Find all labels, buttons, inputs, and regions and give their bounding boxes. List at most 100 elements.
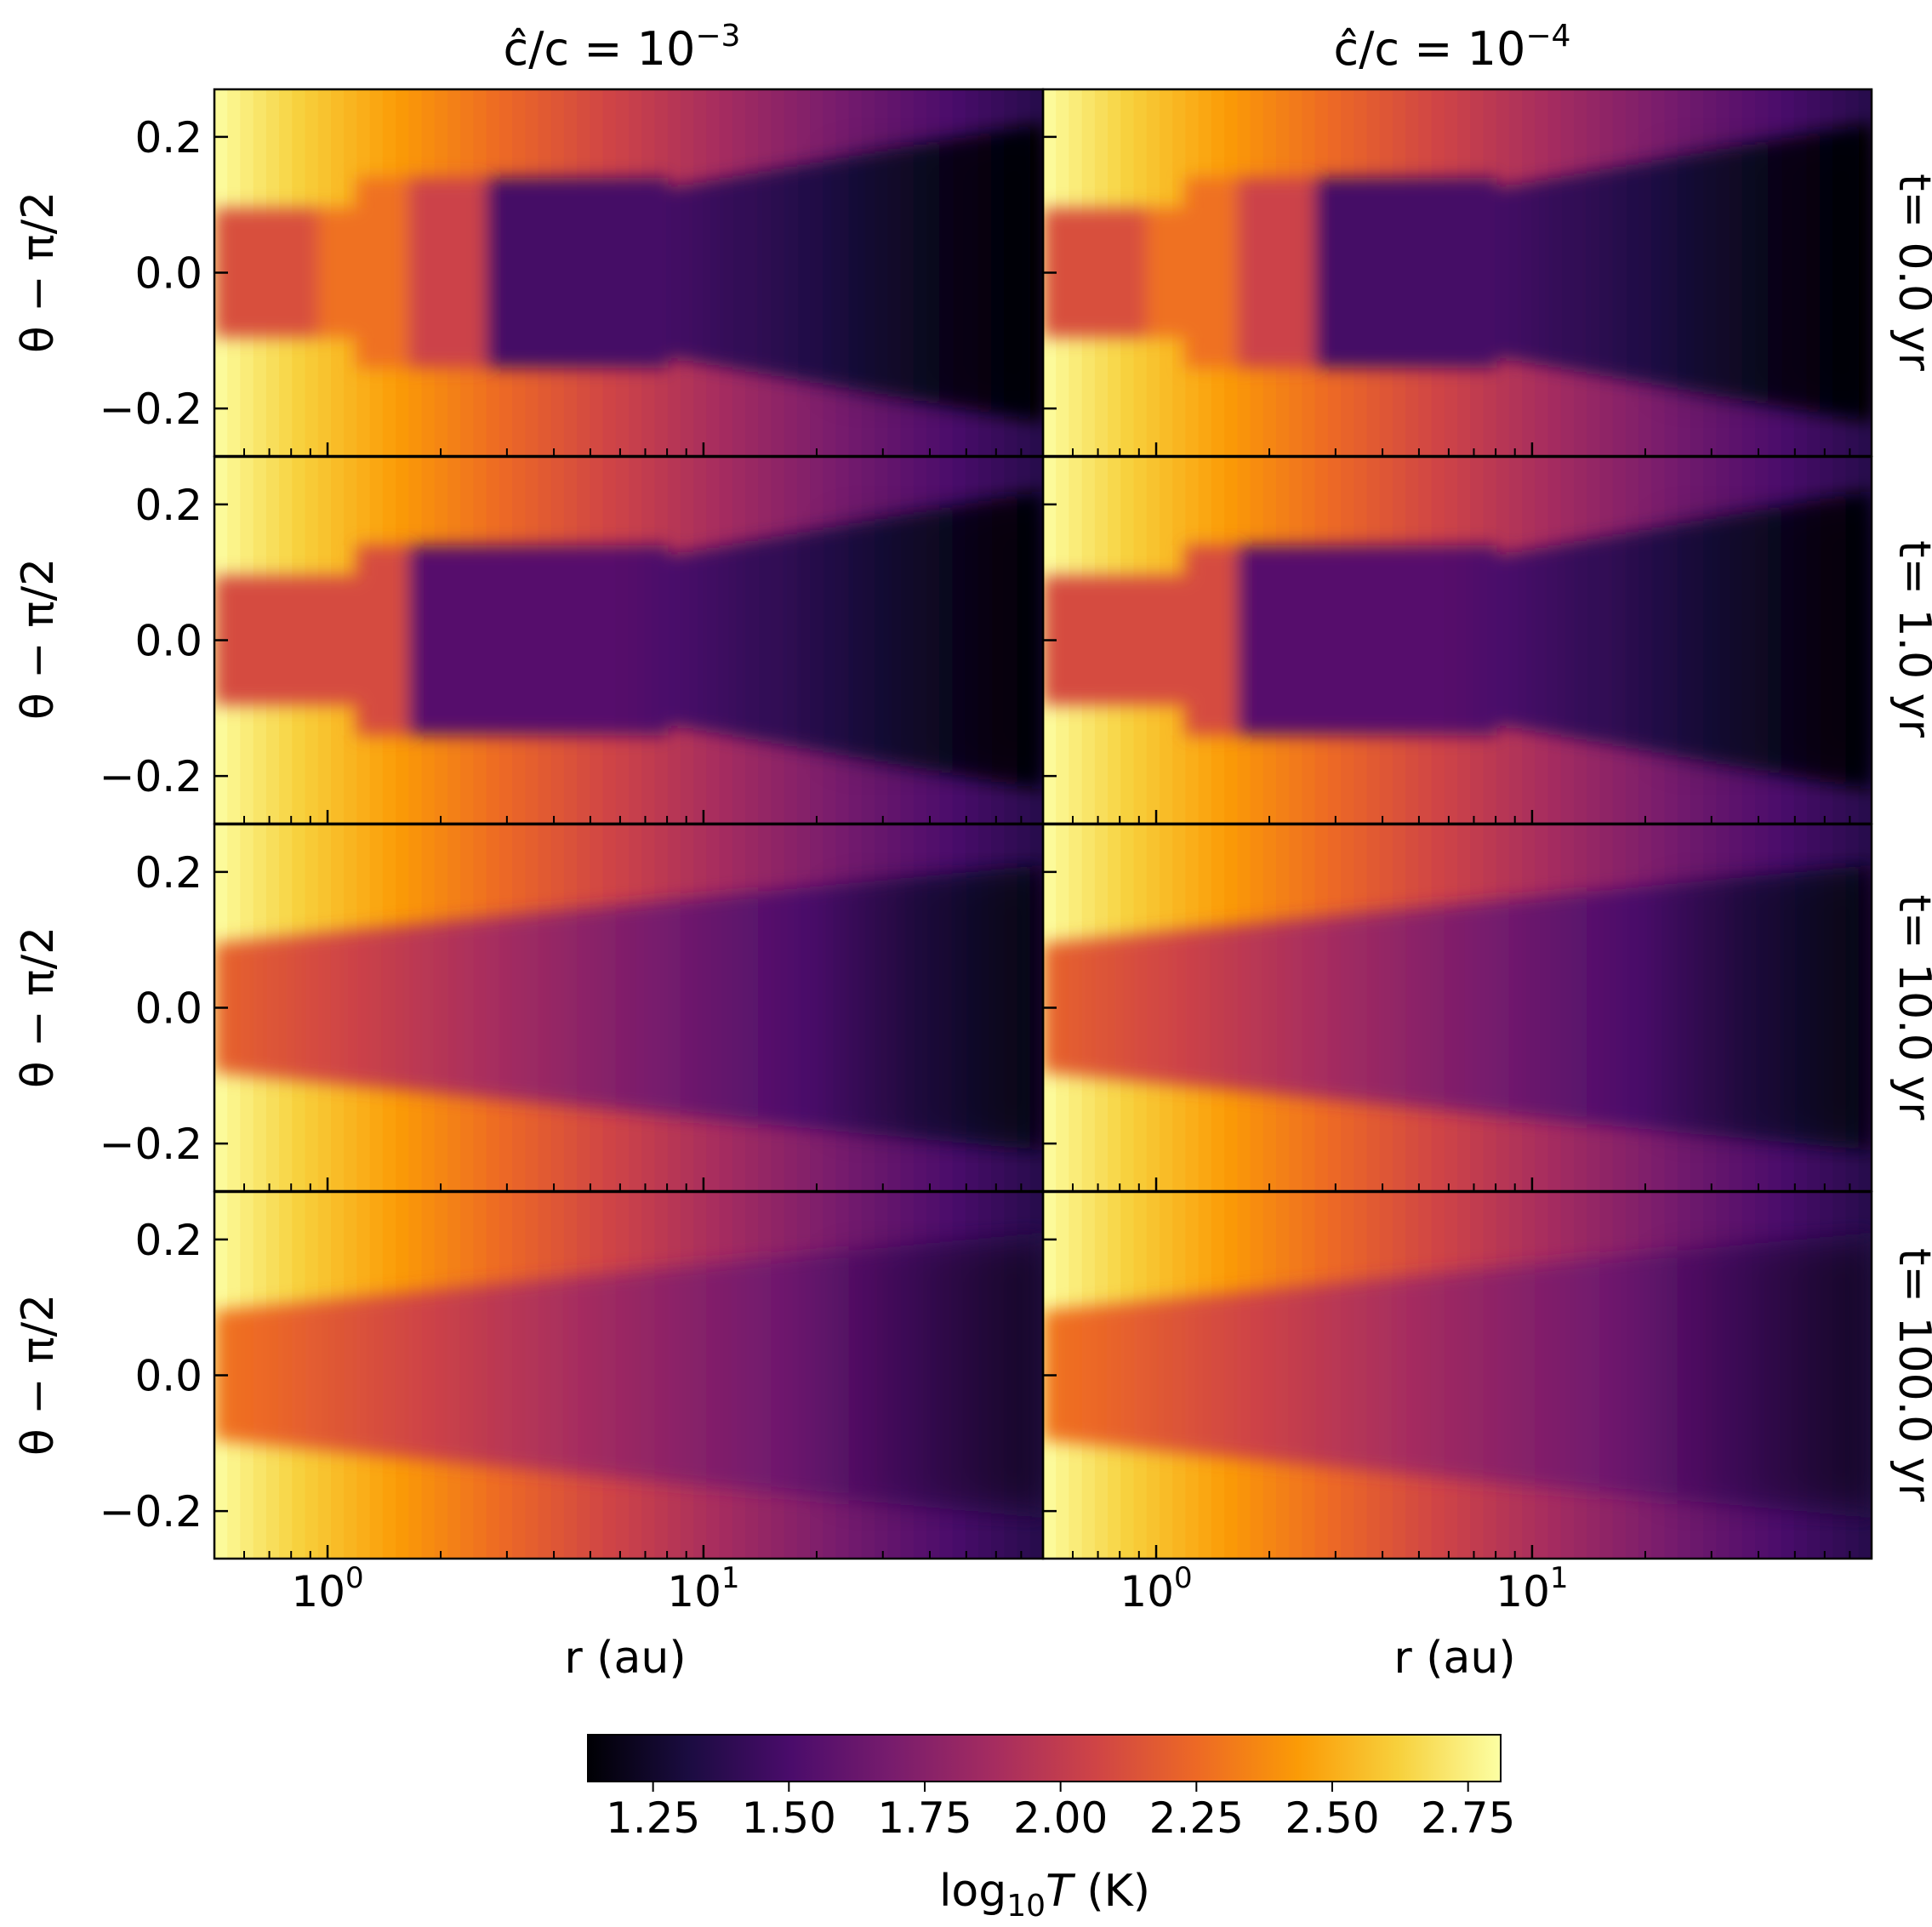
midplane-strip <box>1587 1258 1601 1492</box>
midplane-strip <box>1483 901 1497 1115</box>
midplane-strip <box>486 544 500 736</box>
midplane-strip <box>1522 550 1536 731</box>
midplane-strip <box>1599 890 1614 1126</box>
midplane-strip <box>563 544 578 736</box>
midplane-strip <box>1094 1305 1109 1445</box>
midplane-strip <box>1457 1271 1472 1479</box>
colorbar-tick-label: 2.25 <box>1149 1793 1244 1843</box>
midplane-strip <box>447 177 462 368</box>
midplane-strip <box>253 1306 267 1445</box>
midplane-strip <box>796 532 811 749</box>
panel-r1-c0 <box>214 457 1043 824</box>
y-tick-label: −0.2 <box>100 752 202 801</box>
midplane-strip <box>1379 544 1393 736</box>
midplane-strip <box>538 544 552 736</box>
row-time-label-3: t= 100.0 yr <box>1889 1248 1932 1502</box>
midplane-strip <box>331 575 345 705</box>
midplane-strip <box>1354 913 1368 1103</box>
midplane-strip <box>1612 888 1627 1127</box>
x-tick-label: 100 <box>1120 1561 1192 1616</box>
midplane-strip <box>1522 897 1536 1119</box>
midplane-strip <box>331 208 345 338</box>
midplane-strip <box>615 904 630 1111</box>
midplane-strip <box>758 1258 772 1492</box>
midplane-strip <box>512 915 527 1102</box>
midplane-strip <box>1587 539 1601 742</box>
midplane-strip <box>615 544 630 736</box>
midplane-strip <box>1547 1263 1562 1488</box>
y-axis-label-row-0: θ − π/2 <box>13 191 64 353</box>
midplane-strip <box>796 1255 811 1496</box>
midplane-strip <box>693 1264 708 1486</box>
midplane-strip <box>525 177 539 368</box>
midplane-strip <box>1172 575 1187 705</box>
midplane-strip <box>421 177 436 368</box>
midplane-strip <box>1547 545 1562 735</box>
midplane-strip <box>512 1282 527 1469</box>
midplane-strip <box>1457 904 1472 1112</box>
midplane-strip <box>253 208 267 338</box>
colorbar: 1.25 1.50 1.75 2.00 2.25 2.50 2.75 log10T (K) <box>587 1734 1515 1924</box>
y-tick-label: 0.0 <box>134 617 202 666</box>
midplane-strip <box>499 915 513 1100</box>
midplane-strip <box>1262 544 1277 736</box>
midplane-strip <box>1275 544 1291 736</box>
midplane-strip <box>641 177 656 368</box>
midplane-strip <box>1366 912 1381 1103</box>
midplane-strip <box>1289 544 1303 736</box>
x-tick-label: 100 <box>291 1561 363 1616</box>
midplane-strip <box>1133 575 1148 705</box>
y-axis-label-row-1: θ − π/2 <box>13 558 64 720</box>
midplane-strip <box>1302 177 1316 368</box>
midplane-strip <box>227 575 242 705</box>
midplane-strip <box>1470 177 1485 368</box>
midplane-strip <box>473 918 487 1097</box>
y-tick-label: 0.0 <box>134 1352 202 1401</box>
midplane-strip <box>771 890 785 1126</box>
midplane-strip <box>512 544 527 736</box>
midplane-strip <box>1599 536 1614 744</box>
midplane-strip <box>1275 1288 1291 1462</box>
midplane-strip <box>396 177 410 368</box>
midplane-strip <box>356 1297 371 1454</box>
midplane-strip <box>784 888 798 1127</box>
midplane-strip <box>421 1291 436 1460</box>
midplane-strip <box>1237 1291 1251 1459</box>
midplane-strip <box>356 929 371 1086</box>
midplane-strip <box>1250 923 1264 1092</box>
midplane-strip <box>550 910 565 1105</box>
midplane-strip <box>1341 177 1355 368</box>
midplane-strip <box>577 1275 591 1475</box>
midplane-strip <box>1405 177 1420 368</box>
midplane-strip <box>1405 908 1420 1108</box>
midplane-strip <box>1160 208 1174 338</box>
midplane-strip <box>1314 544 1329 736</box>
midplane-strip <box>1250 544 1264 736</box>
midplane-strip <box>784 1256 798 1495</box>
midplane-strip <box>1094 208 1109 338</box>
midplane-strip <box>1211 544 1225 736</box>
midplane-strip <box>1120 1303 1135 1448</box>
midplane-strip <box>1327 1283 1342 1468</box>
midplane-strip <box>240 575 254 705</box>
column-title-0-exp: −3 <box>695 19 740 54</box>
midplane-strip <box>1366 1280 1381 1471</box>
midplane-strip <box>693 182 708 363</box>
midplane-strip <box>1314 916 1329 1099</box>
midplane-strip <box>486 177 500 368</box>
midplane-strip <box>1108 1303 1122 1447</box>
row-time-label-0: t= 0.0 yr <box>1889 174 1932 371</box>
midplane-strip <box>1224 544 1239 736</box>
midplane-strip <box>344 575 358 705</box>
midplane-strip <box>1289 1286 1303 1464</box>
midplane-strip <box>1354 1280 1368 1470</box>
midplane-strip <box>1081 938 1096 1077</box>
midplane-strip <box>1056 208 1070 338</box>
midplane-strip <box>1224 925 1239 1091</box>
midplane-strip <box>434 921 448 1094</box>
midplane-strip <box>1185 929 1200 1086</box>
midplane-strip <box>654 901 669 1115</box>
midplane-strip <box>577 544 591 736</box>
midplane-strip <box>629 177 643 368</box>
midplane-strip <box>1496 899 1510 1116</box>
